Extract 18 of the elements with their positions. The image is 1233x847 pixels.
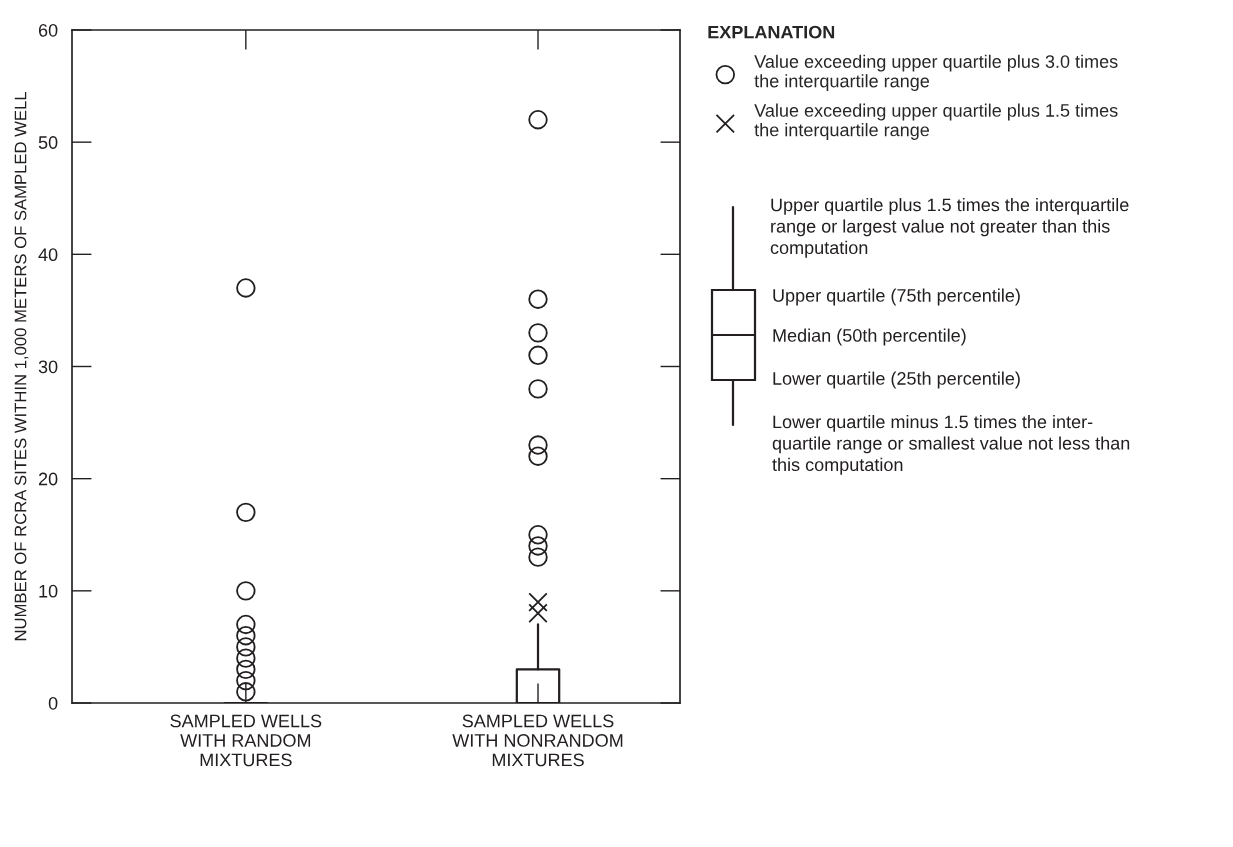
- text: Median (50th percentile): [773, 328, 966, 346]
- y-tick-label: 60: [38, 23, 58, 37]
- x-tick-label: SAMPLED WELLS WITH RANDOM MIXTURES: [170, 714, 322, 767]
- legend-label: Value exceeding upper quartile plus 1.5 times the interquartile range: [754, 103, 1118, 140]
- y-tick-label: 50: [38, 136, 58, 149]
- y-axis-title: NUMBER OF RCRA SITES WITHIN 1,000 METERS OF SAMPLED WELL: [14, 92, 29, 641]
- legend-label: Value exceeding upper quartile plus 3.0 times the interquartile range: [754, 54, 1118, 91]
- text: Lower quartile (25th percentile): [773, 371, 1020, 389]
- y-tick-label: 40: [38, 248, 58, 262]
- legend-title: EXPLANATION: [708, 25, 835, 39]
- y-tick-label: 30: [38, 360, 58, 374]
- text: Lower quartile minus 1.5 times the inter- quartile range or smallest value not less than this computation: [772, 415, 1130, 475]
- y-tick-label: 20: [38, 472, 58, 486]
- y-tick-label: 0: [48, 696, 58, 710]
- y-tick-label: 10: [39, 584, 58, 598]
- text: Upper quartile plus 1.5 times the interquartile range or largest value not greater than this computation: [770, 198, 1129, 258]
- x-tick-label: SAMPLED WELLS WITH NONRANDOM MIXTURES: [452, 714, 623, 767]
- text: Upper quartile (75th percentile): [773, 288, 1020, 306]
